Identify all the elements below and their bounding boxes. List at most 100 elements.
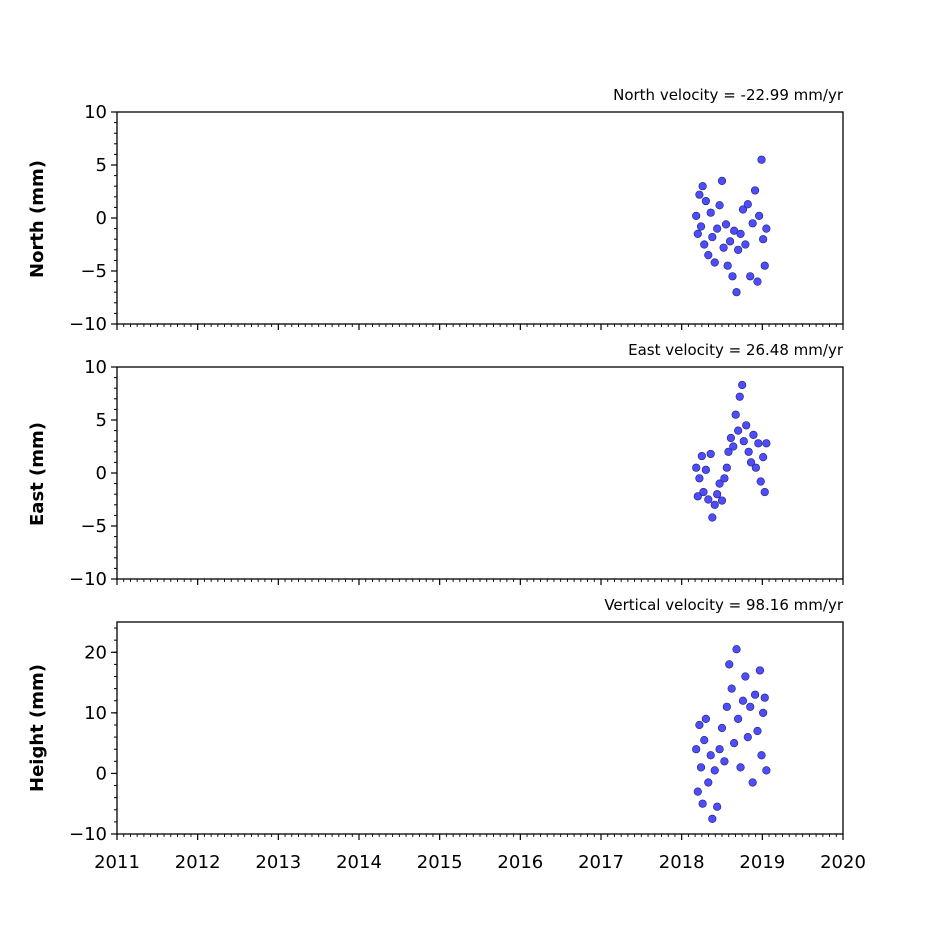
north-y-tick-label: −5 (80, 261, 107, 282)
north-data-point (696, 222, 706, 231)
east-data-point (715, 479, 724, 488)
east-data-point (699, 487, 708, 497)
height-x-tick-label: 2013 (255, 852, 301, 873)
height-data-point (698, 799, 707, 808)
north-data-point (759, 235, 768, 244)
north-y-axis-label: North (mm) (27, 160, 48, 278)
height-x-tick-label: 2014 (336, 852, 382, 873)
north-data-point (710, 258, 719, 267)
height-data-point (755, 666, 765, 675)
height-data-point (701, 714, 710, 724)
east-data-point (693, 492, 702, 501)
east-velocity-label: East velocity = 26.48 mm/yr (628, 341, 844, 359)
north-data-point (706, 208, 715, 217)
east-data-point (724, 447, 733, 456)
height-data-point (692, 745, 701, 754)
east-data-point (739, 437, 748, 446)
east-data-point (751, 463, 760, 472)
north-data-point (701, 196, 710, 206)
east-data-point (704, 495, 713, 504)
north-data-point (695, 190, 704, 199)
east-data-point (760, 487, 769, 497)
height-y-tick-label: 0 (96, 763, 107, 784)
north-data-point (734, 245, 743, 254)
east-data-point (692, 463, 701, 472)
height-panel: Vertical velocity = 98.16 mm/yr Height (… (27, 596, 866, 873)
height-data-point (696, 763, 706, 772)
height-x-tick-label: 2017 (578, 852, 624, 873)
height-axes-frame (116, 621, 844, 835)
north-data-point (736, 229, 745, 238)
north-y-tick-label: −10 (69, 314, 107, 335)
north-points (692, 155, 771, 297)
height-data-point (720, 757, 729, 766)
east-data-point (695, 474, 704, 483)
height-y-tick-label: 10 (84, 703, 107, 724)
east-panel: East velocity = 26.48 mm/yr East (mm) 10… (27, 341, 844, 590)
north-data-point (704, 251, 713, 260)
north-y-tick-label: 10 (84, 102, 107, 123)
north-data-point (746, 272, 755, 281)
north-data-point (721, 220, 731, 229)
north-y-tick-label: 5 (96, 155, 107, 176)
east-data-point (762, 439, 771, 448)
height-data-point (704, 778, 713, 787)
east-data-point (697, 451, 706, 461)
north-data-point (743, 200, 752, 209)
east-data-point (706, 449, 715, 459)
height-data-point (743, 732, 752, 742)
east-data-point (729, 442, 738, 451)
height-x-tick-label: 2015 (417, 852, 463, 873)
height-y-tick-label: −10 (69, 824, 107, 845)
north-data-point (738, 205, 748, 214)
east-y-tick-label: 10 (84, 357, 107, 378)
height-data-point (727, 684, 736, 693)
north-data-point (728, 272, 737, 281)
height-data-point (722, 702, 731, 711)
height-data-point (717, 723, 727, 733)
height-data-point (710, 766, 719, 775)
height-x-tick-label: 2019 (739, 852, 785, 873)
east-data-point (742, 421, 751, 430)
height-y-tick-label: 20 (84, 642, 107, 663)
east-data-point (735, 392, 744, 401)
height-data-point (762, 766, 771, 775)
north-data-point (725, 237, 735, 246)
north-panel: North velocity = -22.99 mm/yr North (mm)… (27, 86, 844, 335)
east-data-point (726, 433, 735, 443)
height-data-point (760, 693, 769, 702)
east-axes-frame (116, 366, 844, 580)
height-data-point (700, 736, 709, 745)
east-data-point (744, 447, 753, 456)
east-data-point (717, 496, 727, 505)
height-data-point (736, 763, 745, 772)
north-data-point (719, 243, 728, 252)
east-points (692, 380, 771, 522)
height-y-axis-label: Height (mm) (27, 664, 48, 792)
north-data-point (757, 155, 766, 164)
height-data-point (741, 672, 750, 681)
height-data-point (746, 702, 755, 711)
east-data-point (731, 410, 740, 419)
height-x-tick-label: 2018 (659, 852, 705, 873)
height-data-point (753, 726, 762, 736)
height-data-point (734, 714, 743, 724)
north-data-point (729, 226, 739, 235)
height-x-tick-label: 2011 (94, 852, 140, 873)
east-y-tick-label: 0 (96, 463, 107, 484)
height-x-tick-label: 2012 (175, 852, 221, 873)
north-data-point (753, 277, 762, 286)
height-data-point (706, 751, 715, 760)
height-data-point (693, 787, 702, 796)
east-data-point (759, 453, 768, 462)
east-data-point (710, 500, 719, 509)
north-y-tick-label: 0 (96, 208, 107, 229)
east-y-tick-label: −10 (69, 569, 107, 590)
north-data-point (717, 176, 727, 185)
north-data-point (748, 219, 757, 228)
height-data-point (748, 778, 757, 787)
height-points (692, 645, 771, 823)
north-data-point (693, 229, 702, 238)
north-data-point (698, 182, 707, 191)
